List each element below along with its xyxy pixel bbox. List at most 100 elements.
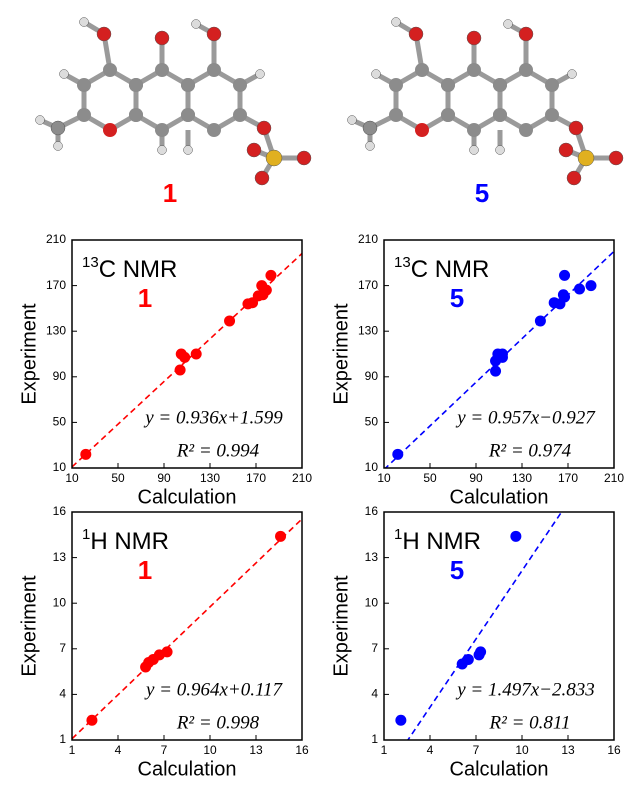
carbon-atom [441,78,455,92]
carbon-atom [51,121,65,135]
y-axis-label: Experiment [18,575,40,677]
oxygen-atom [297,151,311,165]
compound-label: 5 [475,178,489,208]
carbon-atom [155,63,169,77]
x-tick-label: 210 [292,471,312,485]
oxygen-atom [567,171,581,185]
title-text: C NMR [411,256,490,283]
title-superscript: 13 [394,254,411,271]
y-tick-label: 210 [358,232,378,246]
carbon-atom [545,108,559,122]
hydrogen-atom [36,116,45,125]
oxygen-atom [609,151,623,165]
x-tick-label: 4 [115,743,122,757]
x-tick-label: 130 [512,471,532,485]
hydrogen-atom [158,146,167,155]
figure: 1510509013017021010509013017021013C NMR1… [0,0,626,807]
point [275,531,286,542]
fit-equation: y = 0.936x+1.599 [143,407,283,428]
y-tick-label: 7 [371,641,378,655]
y-tick-label: 10 [53,460,67,474]
carbon-atom [467,63,481,77]
hydrogen-atom [348,116,357,125]
x-tick-label: 7 [161,743,168,757]
fit-equation: y = 0.964x+0.117 [144,679,284,700]
nmr-title: 1H NMR [82,526,169,555]
oxygen-atom [409,27,423,41]
point [224,315,235,326]
y-tick-label: 13 [53,550,67,564]
hydrogen-atom [256,70,265,79]
y-tick-label: 7 [59,641,66,655]
carbon-atom [467,123,481,137]
point [162,646,173,657]
x-axis-label: Calculation [138,486,237,508]
nmr-title: 1H NMR [394,526,481,555]
nmr-title: 13C NMR [82,254,177,283]
point [463,654,474,665]
oxygen-atom [569,121,583,135]
point [586,280,597,291]
x-tick-label: 16 [607,743,621,757]
carbon-atom [181,78,195,92]
y-tick-label: 4 [371,687,378,701]
x-axis-label: Calculation [138,758,237,780]
point [265,270,276,281]
x-tick-label: 7 [473,743,480,757]
y-tick-label: 16 [365,504,379,518]
x-tick-label: 1 [381,743,388,757]
x-tick-label: 1 [69,743,76,757]
oxygen-atom [255,171,269,185]
carbon-atom [233,78,247,92]
nmr-title: 13C NMR [394,254,489,283]
carbon-atom [545,78,559,92]
x-tick-label: 170 [246,471,266,485]
point [80,449,91,460]
y-tick-label: 10 [365,460,379,474]
oxygen-atom [415,123,429,137]
x-tick-label: 10 [65,471,79,485]
hydrogen-atom [504,20,513,29]
r-squared: R² = 0.994 [176,440,260,461]
y-tick-label: 50 [365,415,379,429]
oxygen-atom [467,31,481,45]
title-superscript: 1 [394,526,402,543]
carbon-atom [207,63,221,77]
carbon-atom [519,63,533,77]
x-tick-label: 170 [558,471,578,485]
y-tick-label: 13 [365,550,379,564]
point [395,715,406,726]
x-tick-label: 4 [427,743,434,757]
carbon-atom [129,78,143,92]
y-tick-label: 130 [46,323,66,337]
x-tick-label: 10 [203,743,217,757]
point [559,270,570,281]
x-tick-label: 13 [561,743,575,757]
y-tick-label: 10 [365,595,379,609]
oxygen-atom [155,31,169,45]
hydrogen-atom [568,70,577,79]
oxygen-atom [103,123,117,137]
carbon-atom [233,108,247,122]
oxygen-atom [257,121,271,135]
point [574,284,585,295]
r-squared: R² = 0.974 [488,440,572,461]
x-tick-label: 50 [111,471,125,485]
oxygen-atom [519,27,533,41]
title-superscript: 13 [82,254,99,271]
x-axis-label: Calculation [450,758,549,780]
carbon-atom [389,78,403,92]
carbon-atom [77,108,91,122]
chart: 10509013017021010509013017021013C NMR5y … [330,232,624,508]
x-tick-label: 90 [469,471,483,485]
x-tick-label: 10 [515,743,529,757]
carbon-atom [207,123,221,137]
carbon-atom [441,108,455,122]
compound-label: 5 [450,555,464,585]
y-tick-label: 1 [371,732,378,746]
molecule: 1 [36,18,312,208]
compound-label: 1 [163,178,177,208]
point [535,315,546,326]
hydrogen-atom [54,142,63,151]
